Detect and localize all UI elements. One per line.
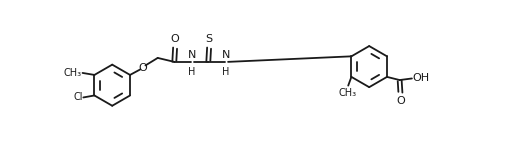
Text: H: H: [222, 67, 230, 77]
Text: Cl: Cl: [73, 92, 83, 103]
Text: N: N: [221, 50, 230, 60]
Text: H: H: [188, 67, 195, 77]
Text: S: S: [206, 34, 212, 44]
Text: CH₃: CH₃: [338, 88, 357, 98]
Text: O: O: [139, 63, 147, 73]
Text: N: N: [188, 50, 196, 60]
Text: O: O: [171, 34, 179, 44]
Text: CH₃: CH₃: [64, 68, 82, 78]
Text: OH: OH: [413, 73, 430, 84]
Text: O: O: [396, 96, 405, 106]
